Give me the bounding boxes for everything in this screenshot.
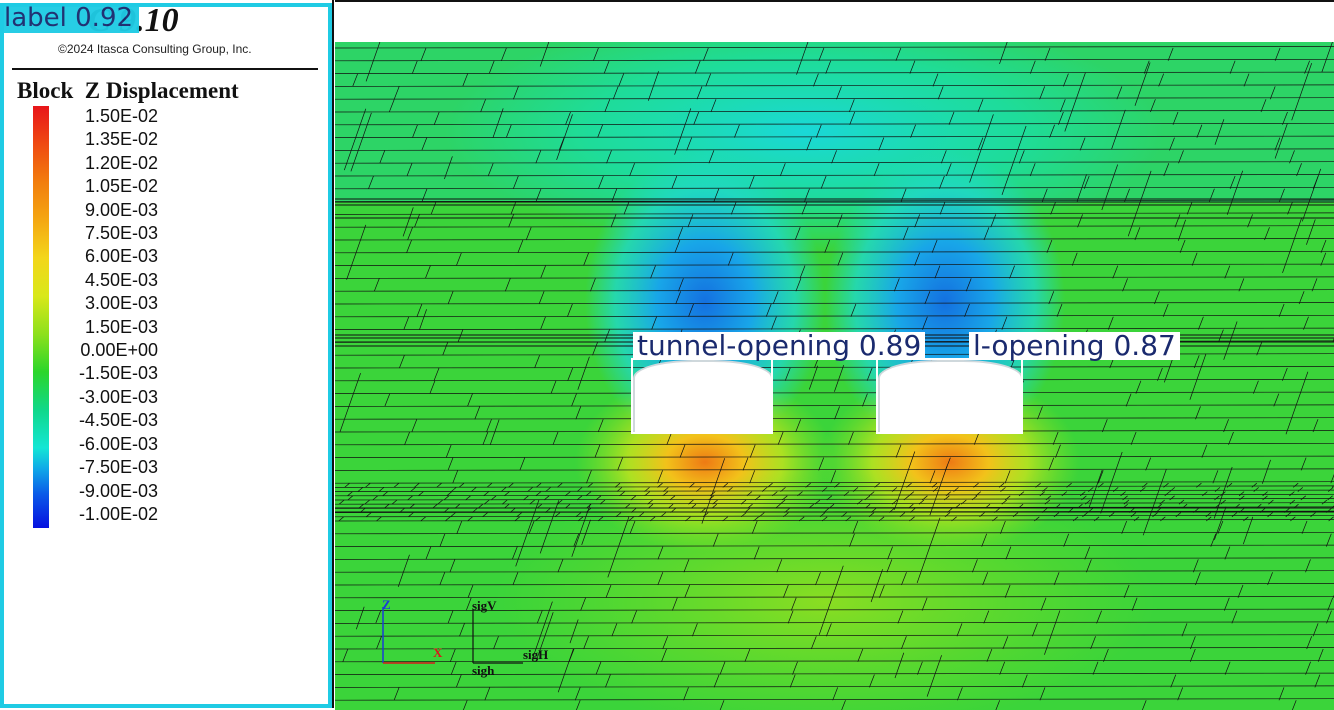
- color-scale-ticks: 1.50E-02 1.35E-02 1.20E-02 1.05E-02 9.00E-03…: [56, 105, 186, 526]
- color-scale-bar: [33, 106, 49, 528]
- axis-label-x: X: [433, 645, 443, 660]
- color-scale-tick: 1.50E-03: [84, 316, 158, 337]
- axis-label-z: Z: [382, 597, 391, 612]
- color-scale-tick: 0.00E+00: [80, 340, 158, 361]
- color-scale-tick: 9.00E-03: [84, 199, 158, 220]
- detection-label-left: tunnel-opening 0.89: [633, 332, 926, 360]
- color-scale-tick: -4.50E-03: [78, 410, 158, 431]
- color-scale-tick: -7.50E-03: [78, 457, 158, 478]
- axis-triad: [382, 607, 523, 664]
- stress-label-sigv: sigV: [472, 598, 497, 613]
- detection-label-right: l-opening 0.87: [969, 332, 1180, 360]
- color-scale-tick: 4.50E-03: [84, 269, 158, 290]
- model-viewport[interactable]: tunnel-opening 0.89 l-opening 0.87 Z X s…: [335, 0, 1334, 710]
- color-scale-tick: 1.35E-02: [84, 129, 158, 150]
- color-scale-tick: 7.50E-03: [84, 223, 158, 244]
- copyright-text: ©2024 Itasca Consulting Group, Inc.: [58, 42, 252, 56]
- legend-panel: C 9.10 label 0.92 ©2024 Itasca Consultin…: [0, 0, 334, 708]
- stress-label-sigh-horizontal: sigH: [523, 647, 549, 662]
- legend-heading: Block Z Displacement: [17, 78, 239, 103]
- color-scale-tick: 6.00E-03: [84, 246, 158, 267]
- color-scale-tick: -1.00E-02: [78, 503, 158, 524]
- detection-box-left: [631, 358, 773, 434]
- color-scale-tick: -9.00E-03: [78, 480, 158, 501]
- color-scale-tick: 1.05E-02: [84, 176, 158, 197]
- color-scale-tick: 1.20E-02: [84, 152, 158, 173]
- legend-divider: [12, 68, 318, 70]
- tunnel-opening-right: [878, 360, 1023, 434]
- color-scale-tick: 1.50E-02: [84, 106, 158, 126]
- color-scale-tick: -3.00E-03: [78, 386, 158, 407]
- detection-box-right: [876, 358, 1023, 434]
- legend-detection-label: label 0.92: [0, 3, 140, 33]
- stress-label-sigh: sigh: [472, 663, 495, 678]
- color-scale-tick: -1.50E-03: [78, 363, 158, 384]
- legend-detection-box: [0, 3, 332, 708]
- color-scale-tick: -6.00E-03: [78, 433, 158, 454]
- color-scale-tick: 3.00E-03: [84, 293, 158, 314]
